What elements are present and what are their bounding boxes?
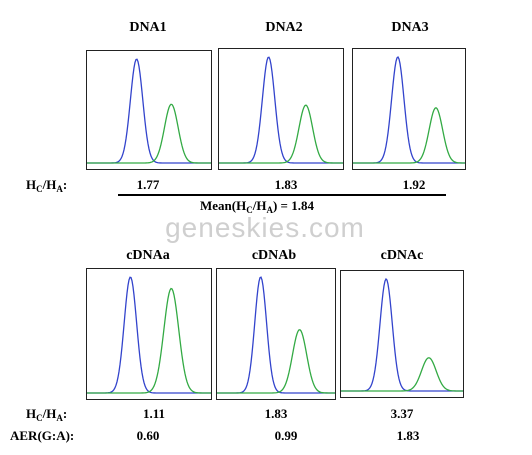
- peak-trace-green: [353, 107, 465, 164]
- chromatogram-panel-dna2: [218, 48, 344, 170]
- ratio-label-top: HC/HA:: [26, 177, 68, 194]
- mean-underline: [118, 194, 446, 196]
- chromatogram-svg: [219, 56, 343, 164]
- panel-title-dna2: DNA2: [265, 20, 303, 35]
- chromatogram-svg: [341, 277, 463, 392]
- peak-trace-green: [87, 103, 211, 164]
- peak-trace-blue: [87, 58, 211, 164]
- aer-value-cdnaa: 0.60: [136, 428, 160, 443]
- panel-title-cdnaa: cDNAa: [126, 248, 170, 263]
- peak-trace-blue: [341, 277, 463, 392]
- ratio-value-cdnac: 3.37: [390, 406, 414, 421]
- peak-trace-green: [87, 287, 211, 394]
- aer-label: AER(G:A):: [10, 428, 75, 443]
- chromatogram-panel-cdnaa: [86, 268, 212, 400]
- chromatogram-panel-cdnac: [340, 270, 464, 398]
- peak-trace-blue: [217, 276, 335, 394]
- watermark: geneskies.com: [165, 212, 365, 243]
- chromatogram-svg: [87, 58, 211, 164]
- chromatogram-panel-dna1: [86, 50, 212, 170]
- mean-ratio-label: Mean(HC/HA) = 1.84: [200, 198, 314, 215]
- panel-title-dna3: DNA3: [391, 20, 429, 35]
- aer-value-cdnac: 1.83: [396, 428, 420, 443]
- panel-title-cdnac: cDNAc: [380, 248, 424, 263]
- ratio-value-dna2: 1.83: [274, 177, 298, 192]
- peak-trace-blue: [353, 56, 465, 164]
- peak-trace-blue: [87, 276, 211, 394]
- aer-value-cdnab: 0.99: [274, 428, 298, 443]
- panel-title-cdnab: cDNAb: [251, 248, 297, 263]
- ratio-value-dna3: 1.92: [402, 177, 426, 192]
- ratio-value-dna1: 1.77: [136, 177, 160, 192]
- peak-trace-blue: [219, 56, 343, 164]
- chromatogram-svg: [87, 276, 211, 394]
- peak-trace-green: [217, 329, 335, 394]
- panel-title-dna1: DNA1: [129, 20, 167, 35]
- chromatogram-panel-dna3: [352, 48, 466, 170]
- ratio-value-cdnab: 1.83: [264, 406, 288, 421]
- peak-trace-green: [341, 357, 463, 392]
- chromatogram-panel-cdnab: [216, 268, 336, 400]
- chromatogram-svg: [353, 56, 465, 164]
- ratio-value-cdnaa: 1.11: [142, 406, 166, 421]
- ratio-label-bottom: HC/HA:: [26, 406, 68, 423]
- peak-trace-green: [219, 104, 343, 164]
- chromatogram-svg: [217, 276, 335, 394]
